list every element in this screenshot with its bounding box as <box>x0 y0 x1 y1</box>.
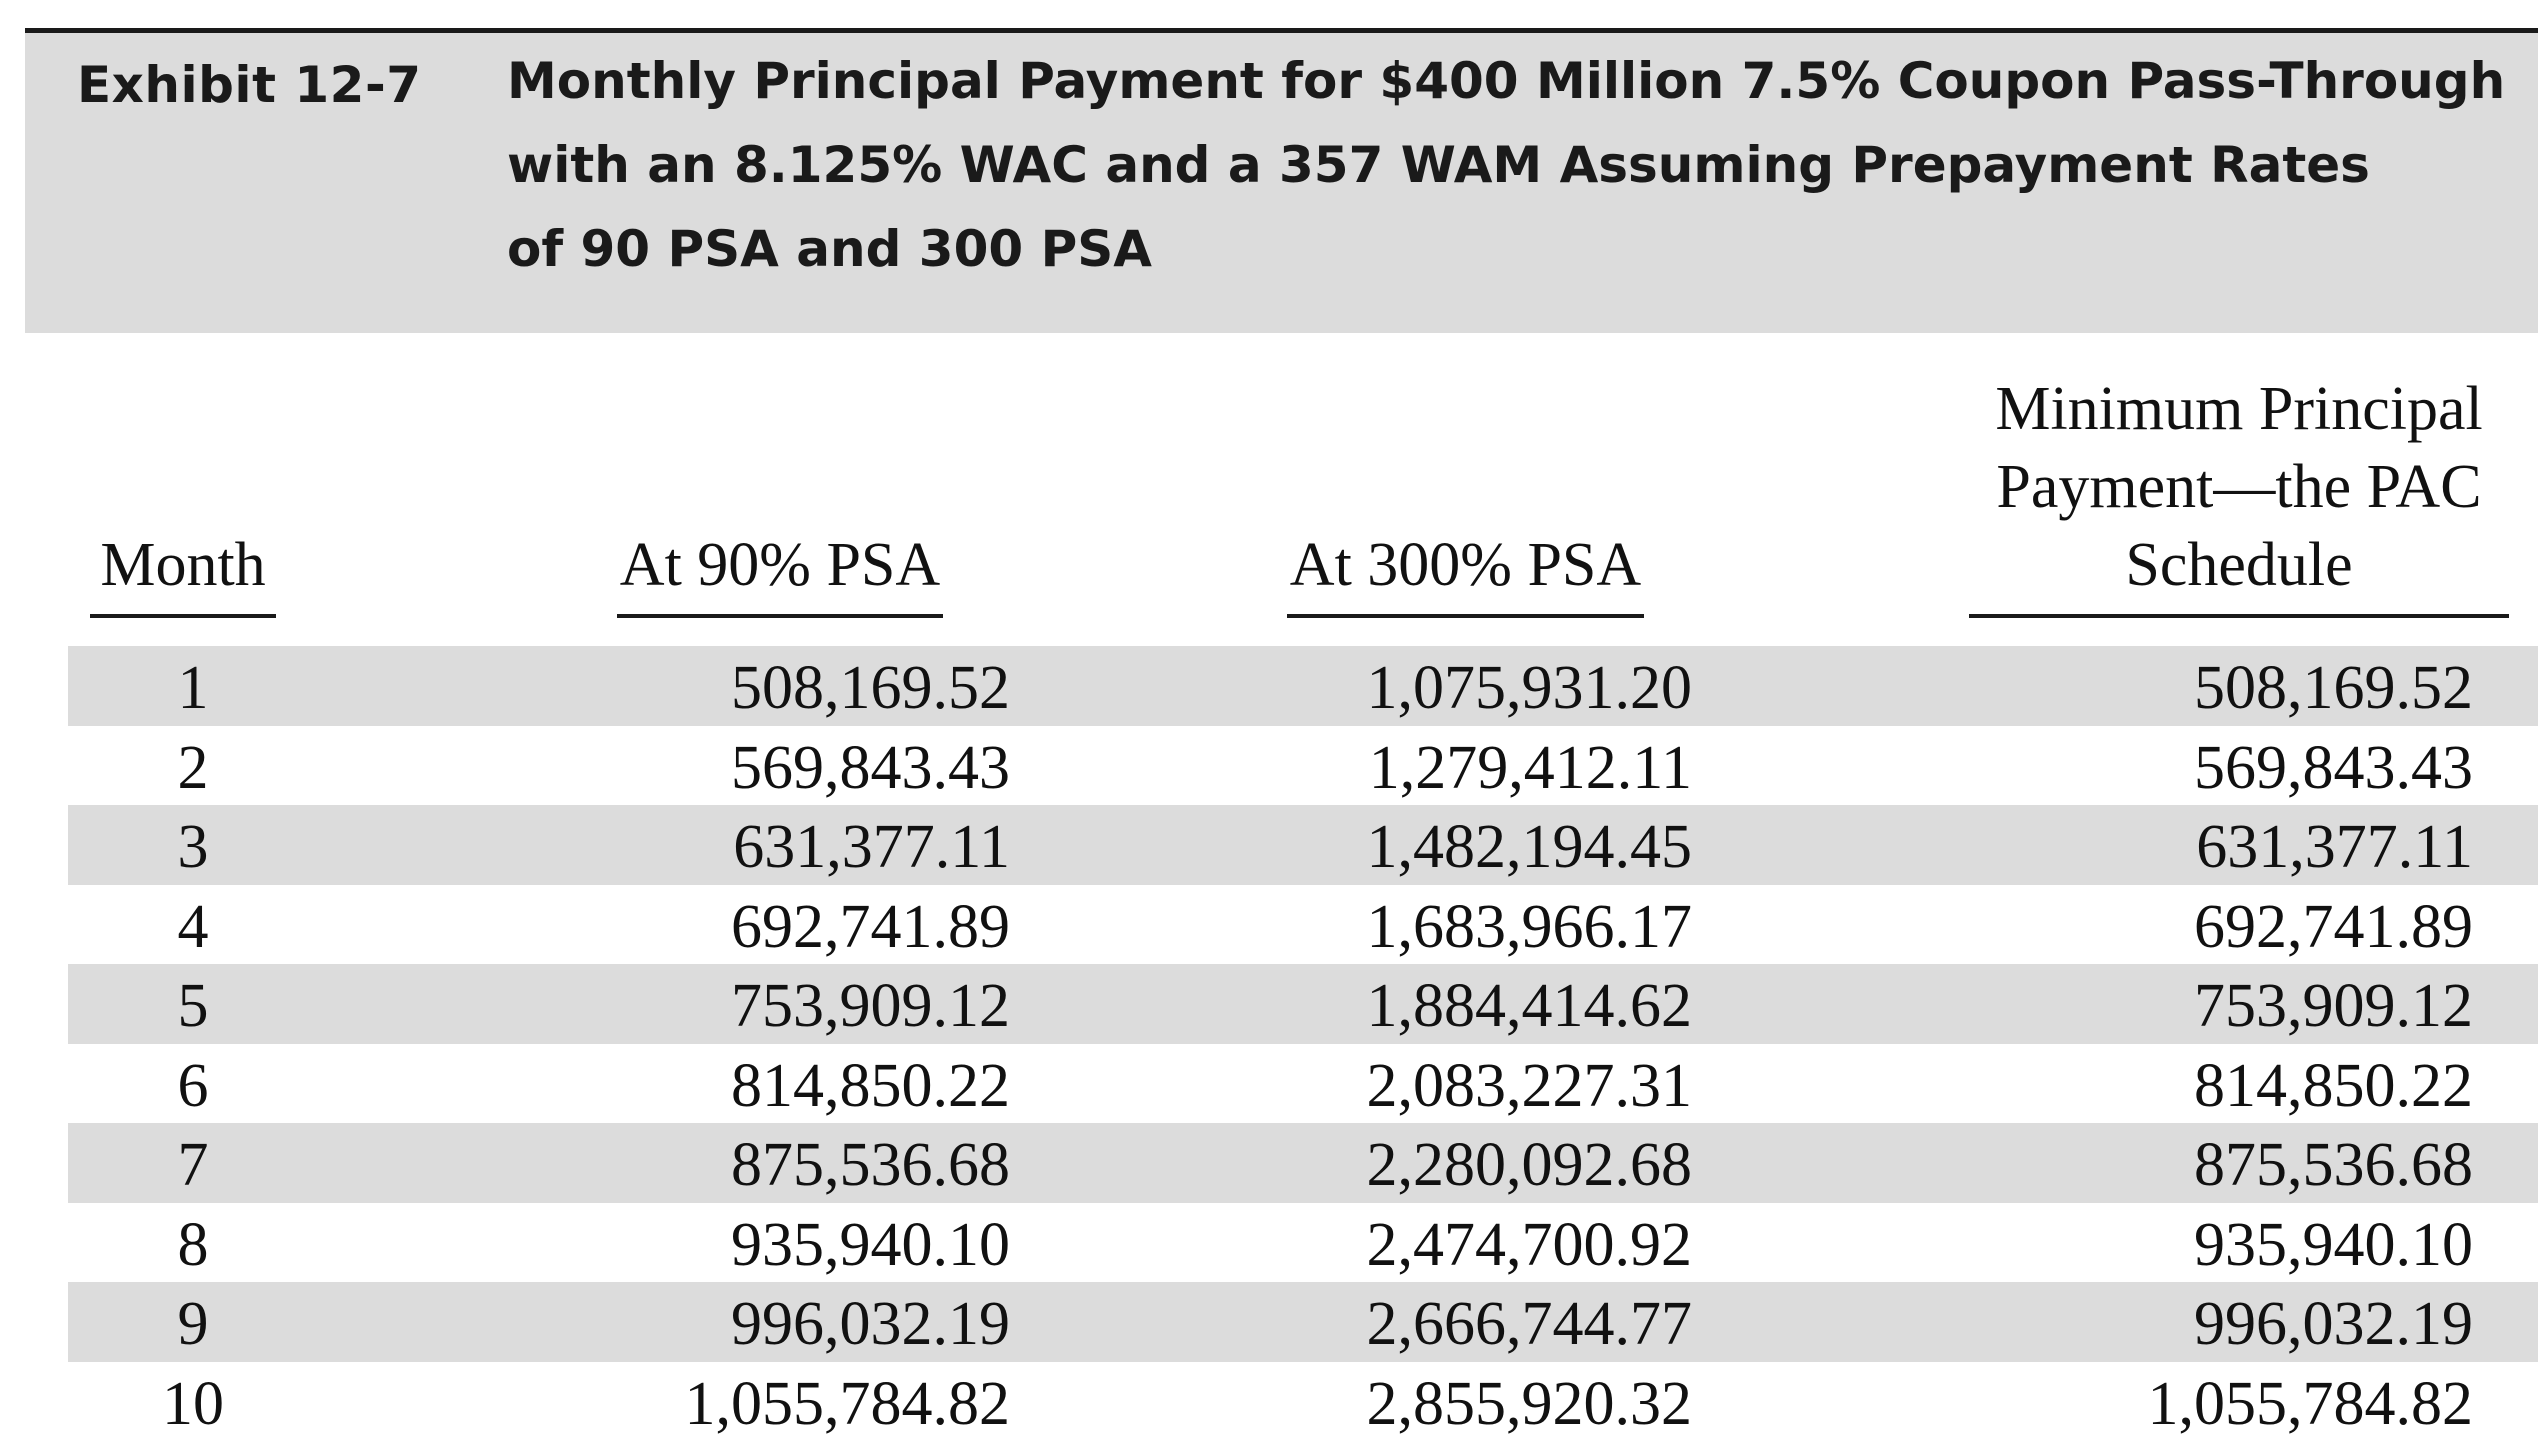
psa90-cell: 814,850.22 <box>731 1051 1010 1120</box>
month-cell: 7 <box>177 1131 209 1199</box>
psa90-cell: 1,055,784.82 <box>684 1369 1011 1438</box>
psa90-cell: 692,741.89 <box>731 892 1010 961</box>
pac-cell: 692,741.89 <box>2194 892 2473 961</box>
column-header-label: Month <box>100 531 266 599</box>
table-row: 4 692,741.89 1,683,966.17 692,741.89 <box>68 885 2538 965</box>
month-cell: 2 <box>177 733 209 802</box>
month-cell: 3 <box>177 813 209 881</box>
psa90-cell: 996,032.19 <box>731 1290 1010 1358</box>
header-underline <box>1969 614 2509 618</box>
table-body: 1 508,169.52 1,075,931.20 508,169.52 2 5… <box>68 646 2538 1438</box>
table-row: 10 1,055,784.82 2,855,920.32 1,055,784.8… <box>68 1362 2538 1438</box>
psa300-cell: 2,666,744.77 <box>1366 1290 1693 1358</box>
exhibit-title: Monthly Principal Payment for $400 Milli… <box>507 39 2506 291</box>
header-underline <box>1287 614 1644 618</box>
exhibit-title-line: Monthly Principal Payment for $400 Milli… <box>507 52 2506 110</box>
psa300-cell: 2,280,092.68 <box>1366 1131 1693 1199</box>
pac-cell: 569,843.43 <box>2194 733 2473 802</box>
exhibit-label: Exhibit 12-7 <box>77 56 422 114</box>
table-row: 5 753,909.12 1,884,414.62 753,909.12 <box>68 964 2538 1044</box>
pac-cell: 508,169.52 <box>2194 654 2473 722</box>
column-header-label: Minimum Principal <box>1995 375 2483 443</box>
psa90-cell: 875,536.68 <box>731 1131 1010 1199</box>
pac-cell: 996,032.19 <box>2194 1290 2473 1358</box>
table-row: 2 569,843.43 1,279,412.11 569,843.43 <box>68 726 2538 806</box>
table-row: 3 631,377.11 1,482,194.45 631,377.11 <box>68 805 2538 885</box>
psa300-cell: 1,482,194.45 <box>1366 813 1693 881</box>
table-row: 8 935,940.10 2,474,700.92 935,940.10 <box>68 1203 2538 1283</box>
psa300-cell: 1,884,414.62 <box>1366 972 1693 1040</box>
psa300-cell: 2,855,920.32 <box>1366 1369 1693 1438</box>
header-underline <box>90 614 276 618</box>
table-row: 9 996,032.19 2,666,744.77 996,032.19 <box>68 1282 2538 1362</box>
exhibit-title-line: with an 8.125% WAC and a 357 WAM Assumin… <box>507 136 2370 194</box>
month-cell: 9 <box>177 1290 209 1358</box>
month-cell: 1 <box>177 654 209 722</box>
psa90-cell: 569,843.43 <box>731 733 1010 802</box>
top-rule <box>25 28 2538 33</box>
pac-cell: 1,055,784.82 <box>2147 1369 2474 1438</box>
pac-cell: 631,377.11 <box>2196 813 2473 881</box>
column-header-month: Month <box>90 526 276 618</box>
column-header-label: Payment—the PAC <box>1996 453 2482 521</box>
pac-cell: 935,940.10 <box>2194 1210 2473 1279</box>
psa90-cell: 508,169.52 <box>731 654 1010 722</box>
pac-cell: 814,850.22 <box>2194 1051 2473 1120</box>
exhibit-header-band <box>25 33 2538 333</box>
month-cell: 6 <box>177 1051 209 1120</box>
table-row: 6 814,850.22 2,083,227.31 814,850.22 <box>68 1044 2538 1124</box>
psa300-cell: 2,474,700.92 <box>1366 1210 1693 1279</box>
pac-cell: 875,536.68 <box>2194 1131 2473 1199</box>
psa90-cell: 753,909.12 <box>731 972 1010 1040</box>
column-header-90-psa: At 90% PSA <box>617 526 943 618</box>
column-header-300-psa: At 300% PSA <box>1287 526 1644 618</box>
month-cell: 4 <box>177 892 209 961</box>
column-header-label: At 90% PSA <box>619 531 941 599</box>
month-cell: 8 <box>177 1210 209 1279</box>
table-row: 1 508,169.52 1,075,931.20 508,169.52 <box>68 646 2538 726</box>
month-cell: 5 <box>177 972 209 1040</box>
column-header-label: Schedule <box>2125 531 2353 599</box>
pac-cell: 753,909.12 <box>2194 972 2473 1040</box>
psa90-cell: 631,377.11 <box>733 813 1010 881</box>
column-header-pac-schedule: Minimum Principal Payment—the PAC Schedu… <box>1969 370 2509 618</box>
exhibit-title-line: of 90 PSA and 300 PSA <box>507 220 1152 278</box>
psa300-cell: 1,075,931.20 <box>1366 654 1693 722</box>
table-row: 7 875,536.68 2,280,092.68 875,536.68 <box>68 1123 2538 1203</box>
psa300-cell: 1,279,412.11 <box>1368 733 1692 802</box>
psa300-cell: 2,083,227.31 <box>1366 1051 1693 1120</box>
psa90-cell: 935,940.10 <box>731 1210 1010 1279</box>
column-header-label: At 300% PSA <box>1289 531 1642 599</box>
psa300-cell: 1,683,966.17 <box>1366 892 1693 961</box>
month-cell: 10 <box>162 1369 224 1438</box>
header-underline <box>617 614 943 618</box>
